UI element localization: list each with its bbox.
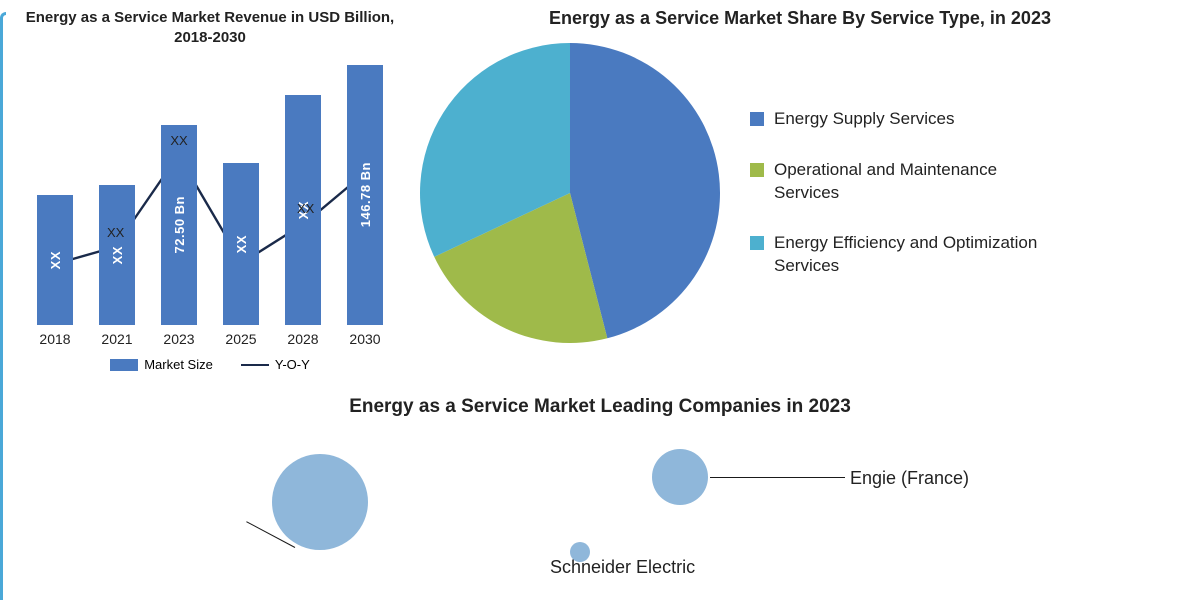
leader-line	[710, 477, 845, 478]
bar-x-axis: 2018 2021 2023 2025 2028 2030	[20, 331, 400, 347]
pie-body: Energy Supply Services Operational and Ma…	[420, 43, 1180, 343]
yoy-point-label: XX	[170, 133, 187, 148]
pie-chart-panel: Energy as a Service Market Share By Serv…	[420, 8, 1180, 378]
x-tick: 2028	[281, 331, 325, 347]
pie-legend-label: Energy Efficiency and Optimization Servi…	[774, 232, 1050, 278]
market-size-swatch	[110, 359, 138, 371]
companies-panel: Energy as a Service Market Leading Compa…	[20, 396, 1180, 572]
bar: 146.78 Bn	[347, 65, 383, 325]
x-tick: 2023	[157, 331, 201, 347]
pie-chart-title: Energy as a Service Market Share By Serv…	[420, 8, 1180, 29]
bar-value-label: XX	[48, 251, 63, 269]
bar: XX	[99, 185, 135, 325]
yoy-point-label: XX	[107, 225, 124, 240]
bar-col: XX	[219, 163, 263, 325]
bar-chart-title: Energy as a Service Market Revenue in US…	[20, 8, 400, 47]
company-bubble	[272, 454, 368, 550]
x-tick: 2025	[219, 331, 263, 347]
bar: XX	[37, 195, 73, 325]
bar-value-label: XX	[234, 235, 249, 253]
bar-value-label: XX	[110, 246, 125, 264]
bar-value-label: 146.78 Bn	[358, 162, 373, 227]
yoy-swatch	[241, 364, 269, 366]
pie-legend-swatch	[750, 236, 764, 250]
bar-value-label: 72.50 Bn	[172, 196, 187, 253]
pie-legend-label: Operational and Maintenance Services	[774, 159, 1050, 205]
x-tick: 2030	[343, 331, 387, 347]
bar-chart-area: XXXX72.50 BnXXXX146.78 BnXXXXXX	[20, 55, 400, 325]
legend-yoy-label: Y-O-Y	[275, 357, 310, 372]
x-tick: 2021	[95, 331, 139, 347]
pie-legend-label: Energy Supply Services	[774, 108, 954, 131]
pie-legend: Energy Supply Services Operational and Ma…	[750, 108, 1050, 279]
bar: 72.50 Bn	[161, 125, 197, 325]
pie-legend-item: Energy Efficiency and Optimization Servi…	[750, 232, 1050, 278]
pie-legend-swatch	[750, 163, 764, 177]
legend-market-size-label: Market Size	[144, 357, 213, 372]
bar-col: 72.50 Bn	[157, 125, 201, 325]
decorative-border	[0, 12, 6, 600]
companies-title: Energy as a Service Market Leading Compa…	[20, 396, 1180, 418]
pie-legend-item: Operational and Maintenance Services	[750, 159, 1050, 205]
pie-legend-swatch	[750, 112, 764, 126]
x-tick: 2018	[33, 331, 77, 347]
company-bubble	[652, 449, 708, 505]
pie-legend-item: Energy Supply Services	[750, 108, 1050, 131]
bar: XX	[223, 163, 259, 325]
company-label: Schneider Electric	[550, 557, 695, 578]
bubble-chart-area: Engie (France)Schneider Electric	[20, 442, 1180, 572]
bar-col: XX	[95, 185, 139, 325]
company-label: Engie (France)	[850, 468, 969, 489]
top-row: Energy as a Service Market Revenue in US…	[20, 8, 1180, 378]
legend-yoy: Y-O-Y	[241, 357, 310, 372]
yoy-point-label: XX	[297, 201, 314, 216]
legend-market-size: Market Size	[110, 357, 213, 372]
bar-legend: Market Size Y-O-Y	[20, 357, 400, 372]
bar-col: 146.78 Bn	[343, 65, 387, 325]
bar-chart-panel: Energy as a Service Market Revenue in US…	[20, 8, 400, 378]
bar-col: XX	[33, 195, 77, 325]
pie-chart	[420, 43, 720, 343]
